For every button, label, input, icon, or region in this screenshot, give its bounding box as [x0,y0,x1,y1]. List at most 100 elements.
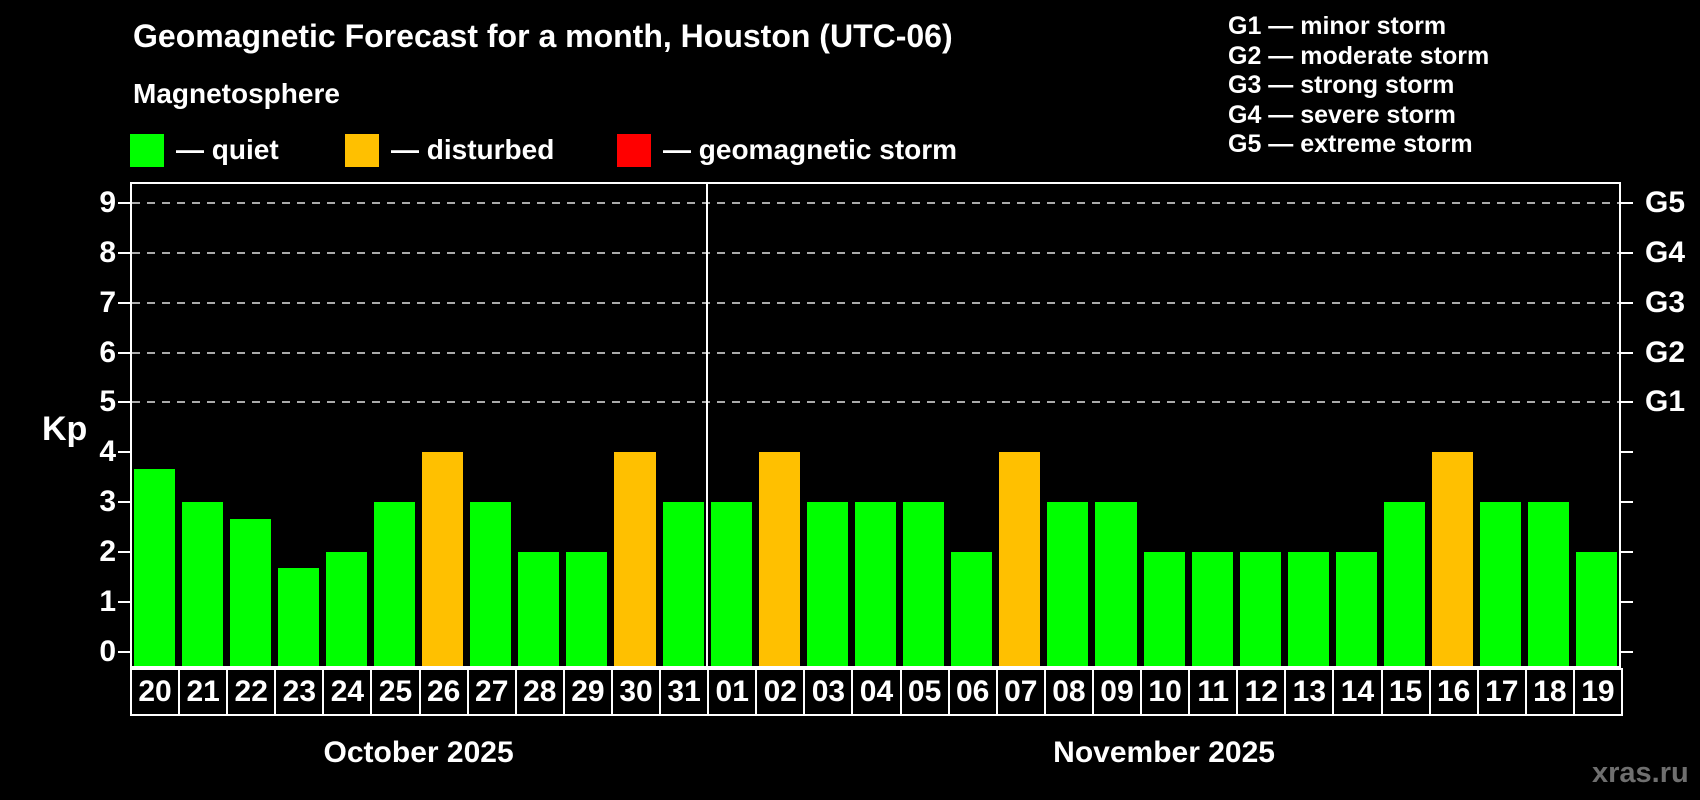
kp-bar [854,502,897,666]
y-axis-tick-left [118,650,130,653]
date-cell: 17 [1476,668,1527,716]
kp-bar [999,452,1041,666]
y-axis-tick-left [118,301,130,304]
y-axis-tick-right [1621,551,1633,553]
legend-label-disturbed: — disturbed [391,134,555,165]
gridline-kp7 [132,301,1619,304]
y-axis-tick-right [1621,301,1633,304]
date-cell: 03 [803,668,854,716]
kp-bar [566,552,608,666]
kp-bar [1432,452,1474,666]
kp-bar [518,552,560,666]
g-scale-legend-line: G1 — minor storm [1228,12,1447,40]
kp-bar [1239,552,1281,666]
watermark: xras.ru [1592,757,1689,789]
date-cell: 20 [130,668,181,716]
month-label: November 2025 [1053,736,1275,769]
kp-bar [181,502,223,666]
y-tick-label: 1 [99,584,116,618]
kp-bar [325,552,367,666]
date-cell: 19 [1572,668,1623,716]
y-tick-label: 9 [99,186,116,220]
y-axis-tick-left [118,501,130,504]
y-axis-tick-right [1621,501,1633,504]
kp-bar [758,452,800,666]
chart-subtitle: Magnetosphere [133,78,340,109]
disturbed-color-swatch [345,133,379,167]
date-cell: 02 [755,668,806,716]
date-cell: 23 [274,668,325,716]
quiet-color-swatch [130,133,164,167]
date-cell: 18 [1524,668,1575,716]
date-cell: 09 [1091,668,1143,716]
date-cell: 28 [514,668,565,716]
y-axis-tick-right [1621,202,1633,205]
legend-item-disturbed: — disturbed [345,133,554,167]
date-cell: 15 [1380,668,1431,716]
date-cell: 30 [610,668,662,716]
date-cell: 06 [947,668,998,716]
right-axis-g-label: G4 [1645,235,1686,269]
kp-bar [1095,502,1137,666]
legend-item-quiet: — quiet [130,133,279,167]
y-axis-tick-left [118,202,130,205]
y-axis-tick-right [1621,351,1633,354]
kp-bar [1047,502,1089,666]
gridline-kp9 [132,202,1619,205]
kp-bar [470,502,512,666]
y-tick-label: 7 [99,285,116,319]
right-axis-g-label: G2 [1645,335,1686,369]
y-axis-title: Kp [42,410,88,448]
y-axis-tick-right [1621,650,1633,653]
y-axis-tick-right [1621,451,1633,454]
kp-bar [614,452,656,666]
date-cell: 16 [1428,668,1479,716]
y-tick-label: 0 [99,634,116,668]
kp-bar [1576,552,1618,666]
kp-bar [662,502,704,666]
date-cell: 08 [1043,668,1094,716]
gridline-kp8 [132,251,1619,254]
right-axis-g-label: G3 [1645,285,1686,319]
kp-bar [903,502,945,666]
date-cell: 14 [1332,668,1383,716]
plot-area [130,182,1621,668]
date-cell: 01 [707,668,758,716]
date-cell: 07 [995,668,1046,716]
kp-bar [1191,552,1233,666]
page-title: Geomagnetic Forecast for a month, Housto… [133,18,953,54]
g-scale-legend-line: G3 — strong storm [1228,71,1455,99]
kp-bar [951,552,993,666]
date-cell: 22 [226,668,277,716]
kp-bar [422,452,464,666]
gridline-kp6 [132,351,1619,354]
y-tick-label: 2 [99,535,116,568]
y-tick-label: 8 [99,235,116,269]
date-cell: 24 [322,668,373,716]
gridline-kp5 [132,401,1619,404]
legend-label-quiet: — quiet [176,134,279,165]
month-divider-line [706,182,709,668]
y-axis-tick-left [118,251,130,254]
kp-bar [133,468,175,666]
date-cell: 05 [899,668,950,716]
y-axis-tick-left [118,351,130,354]
legend-item-storm: — geomagnetic storm [617,133,957,167]
y-axis-tick-left [118,551,130,553]
kp-bar [1143,552,1185,666]
right-axis-g-label: G1 [1645,385,1686,419]
kp-bar [229,518,271,666]
kp-bar [806,502,848,666]
y-axis-tick-left [118,401,130,404]
date-cell: 04 [851,668,902,716]
y-tick-label: 6 [99,335,116,369]
g-scale-legend-line: G5 — extreme storm [1228,130,1473,158]
y-axis-tick-right [1621,401,1633,404]
date-cell: 12 [1236,668,1287,716]
kp-bar [1384,502,1426,666]
kp-bar [1335,552,1377,666]
date-cell: 13 [1284,668,1335,716]
kp-bar [1528,502,1570,666]
g-scale-legend-line: G4 — severe storm [1228,100,1456,129]
